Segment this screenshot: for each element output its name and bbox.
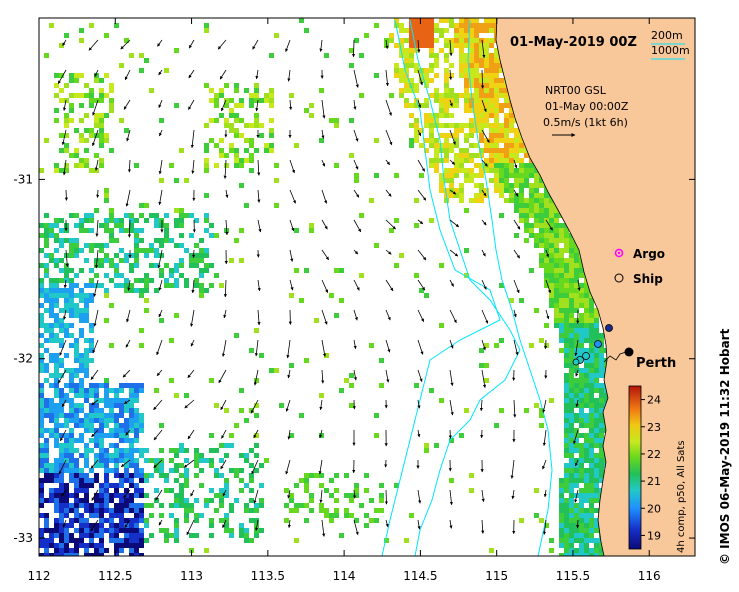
colorbar-tick-label: 19 xyxy=(647,529,661,542)
perth-label: Perth xyxy=(636,356,676,371)
colorbar-tick-label: 21 xyxy=(647,475,661,488)
land-area xyxy=(495,18,695,556)
current-vectors xyxy=(57,39,581,537)
colorbar-label: 4h comp, p50, All Sats xyxy=(676,440,687,553)
ship-marker xyxy=(605,324,613,332)
argo-label: Argo xyxy=(633,247,665,261)
bathymetry-contours xyxy=(381,19,553,556)
swan-river xyxy=(603,351,627,363)
colorbar-tick-label: 23 xyxy=(647,421,661,434)
colorbar-tick-label: 24 xyxy=(647,394,661,407)
x-tick-label: 115.5 xyxy=(556,569,590,583)
y-tick-label: -33 xyxy=(13,531,33,545)
colorbar xyxy=(628,385,642,550)
y-tick-label: -31 xyxy=(13,172,33,186)
info-scale: 0.5m/s (1kt 6h) xyxy=(543,116,628,129)
x-tick-label: 114.5 xyxy=(403,569,437,583)
argo-legend: Argo xyxy=(614,247,665,261)
ship-symbol-icon xyxy=(614,273,624,283)
ship-marker xyxy=(582,352,590,360)
depth-legend-1000m: 1000m xyxy=(651,44,690,57)
colorbar-tick-label: 20 xyxy=(647,502,661,515)
colorbar-ticks: 24 23 22 21 20 19 xyxy=(641,394,661,542)
x-tick-label: 112.5 xyxy=(98,569,132,583)
x-tick-label: 113 xyxy=(180,569,203,583)
x-tick-label: 116 xyxy=(638,569,661,583)
x-tick-label: 114 xyxy=(333,569,356,583)
x-axis-ticks: 112 112.5 113 113.5 114 114.5 115 115.5 116 xyxy=(28,18,661,583)
info-datetime: 01-May 00:00Z xyxy=(545,100,629,113)
map-title: 01-May-2019 00Z xyxy=(510,35,637,50)
ship-marker xyxy=(572,358,580,366)
y-axis-ticks: -31 -32 -33 xyxy=(13,172,695,545)
plot-frame xyxy=(38,17,696,557)
sst-pixels xyxy=(39,18,609,556)
depth-legend-200m: 200m xyxy=(651,29,683,42)
info-product: NRT00 GSL xyxy=(545,84,607,97)
colorbar-tick-label: 22 xyxy=(647,448,661,461)
credit-text: © IMOS 06-May-2019 11:32 Hobart xyxy=(718,328,732,565)
ship-markers xyxy=(572,324,613,366)
y-tick-label: -32 xyxy=(13,352,33,366)
ship-label: Ship xyxy=(633,272,663,286)
x-tick-label: 112 xyxy=(28,569,51,583)
x-tick-label: 115 xyxy=(485,569,508,583)
ship-marker xyxy=(594,340,602,348)
x-tick-label: 113.5 xyxy=(251,569,285,583)
argo-symbol-icon xyxy=(614,248,624,258)
ship-legend: Ship xyxy=(614,272,663,286)
perth-marker-icon xyxy=(624,347,634,357)
